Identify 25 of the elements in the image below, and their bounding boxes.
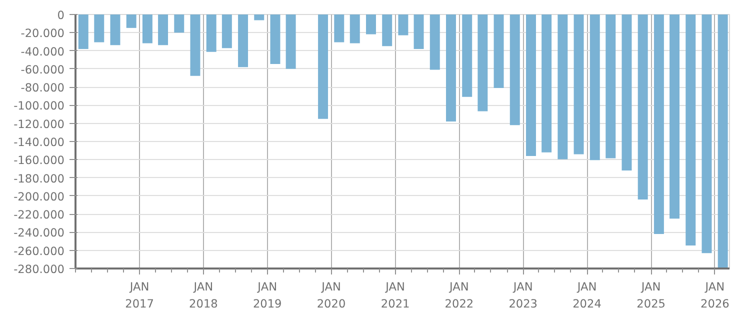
y-tick-label: -280.000	[14, 262, 65, 276]
y-tick-label: 0	[57, 8, 65, 22]
y-tick-label: -80.000	[20, 80, 65, 95]
y-tick-label: -60.000	[20, 62, 65, 76]
y-tick-label: -240.000	[14, 226, 65, 240]
x-tick-label: JAN 2019	[252, 280, 282, 310]
y-tick-label: -100.000	[14, 98, 65, 113]
x-tick-label: JAN 2025	[636, 280, 666, 310]
x-tick-label: JAN 2024	[572, 280, 602, 310]
y-tick-label: -260.000	[14, 244, 65, 258]
y-tick-label: -160.000	[14, 153, 65, 168]
x-tick-label: JAN 2021	[380, 280, 410, 310]
y-tick-label: -220.000	[14, 208, 65, 222]
x-tick-label: JAN 2026	[700, 280, 730, 310]
y-tick-label: -20.000	[20, 26, 65, 40]
x-tick-label: JAN 2022	[444, 280, 474, 310]
y-tick-label: -200.000	[14, 189, 65, 204]
y-tick-label: -180.000	[14, 171, 65, 186]
y-tick-label: -140.000	[14, 135, 65, 149]
y-tick-label: -40.000	[20, 44, 65, 58]
y-tick-label: -120.000	[14, 116, 65, 131]
x-tick-label: JAN 2018	[189, 280, 218, 310]
x-tick-label: JAN 2023	[508, 280, 538, 310]
x-tick-label: JAN 2017	[125, 280, 154, 310]
x-tick-label: JAN 2020	[316, 280, 346, 310]
